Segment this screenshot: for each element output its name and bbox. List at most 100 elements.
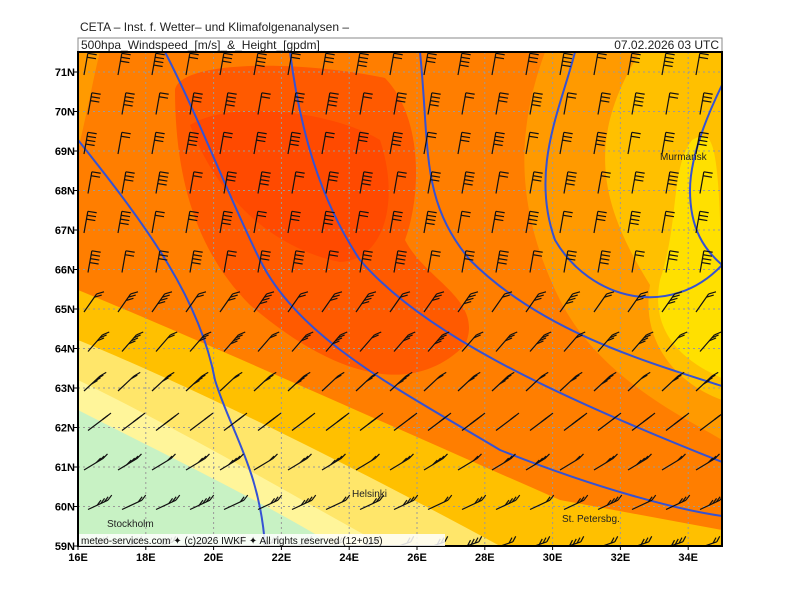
wind-barb <box>151 131 165 155</box>
wind-barb <box>529 171 543 194</box>
barb-feather <box>335 337 343 342</box>
barb-feather <box>427 131 437 135</box>
barb-feather <box>269 334 277 339</box>
barb-feather <box>154 139 164 143</box>
barb-feather <box>191 261 201 265</box>
wind-barb <box>393 331 416 352</box>
barb-feather <box>575 455 581 462</box>
wind-barb <box>695 210 709 234</box>
barb-feather <box>643 455 649 462</box>
barb-feather <box>128 294 136 298</box>
wind-barb <box>185 210 199 234</box>
barb-feather <box>465 92 475 95</box>
wind-barb <box>287 453 312 471</box>
barb-feather <box>631 210 641 214</box>
wind-barb <box>155 494 181 511</box>
barb-feather <box>468 294 476 298</box>
barb-feather <box>361 300 370 305</box>
barb-feather <box>665 131 675 135</box>
barb-feather <box>129 457 136 464</box>
barb-feather <box>397 254 407 257</box>
barb-feather <box>188 218 198 222</box>
barb-feather <box>636 459 642 466</box>
barb-feather <box>629 222 639 226</box>
barb-feather <box>126 459 132 466</box>
barb-feather <box>393 214 403 218</box>
barb-feather <box>141 494 147 501</box>
barb-feather <box>673 419 680 425</box>
barb-feather <box>230 294 238 298</box>
barb-feather <box>669 297 678 302</box>
wind-barb <box>321 131 335 155</box>
barb-feather <box>199 337 207 342</box>
barb-feather <box>201 371 209 377</box>
wind-barb <box>495 250 509 273</box>
barb-feather <box>641 337 649 342</box>
barb-feather <box>325 214 335 218</box>
barb-feather <box>363 92 373 95</box>
barb-feather <box>569 539 574 546</box>
barb-feather <box>467 377 475 382</box>
wind-barb <box>491 291 513 313</box>
height-contour <box>78 139 266 546</box>
barb-feather <box>541 334 549 339</box>
barb-feather <box>371 334 379 339</box>
wind-barb <box>457 131 471 155</box>
barb-feather <box>425 222 435 226</box>
barb-feather <box>124 100 134 103</box>
barb-feather <box>371 371 379 377</box>
wind-barb <box>257 412 282 431</box>
wind-barb <box>121 494 147 511</box>
barb-feather <box>510 453 516 460</box>
barb-feather <box>648 536 653 543</box>
barb-feather <box>461 56 471 60</box>
barb-feather <box>392 139 402 143</box>
wind-barb <box>151 371 175 392</box>
barb-feather <box>397 175 407 178</box>
barb-feather <box>361 182 371 186</box>
barb-feather <box>93 377 101 382</box>
barb-feather <box>507 334 515 339</box>
barb-feather <box>473 455 479 462</box>
barb-feather <box>668 179 678 182</box>
barb-feather <box>541 371 549 377</box>
barb-feather <box>332 340 340 345</box>
wind-barb <box>423 131 437 155</box>
barb-feather <box>501 377 509 382</box>
wind-barb <box>423 210 437 234</box>
barb-feather <box>85 143 95 147</box>
barb-feather <box>119 222 129 226</box>
barb-feather <box>163 419 170 425</box>
wind-barb <box>661 52 675 76</box>
barb-feather <box>707 457 714 464</box>
barb-feather <box>333 457 340 464</box>
barb-feather <box>300 291 309 295</box>
barb-feather <box>563 214 573 218</box>
barb-feather <box>565 300 574 305</box>
barb-feather <box>261 250 271 253</box>
wind-barb <box>525 371 549 392</box>
wind-barb <box>321 210 335 234</box>
barb-feather <box>443 496 449 503</box>
wind-barb <box>359 171 373 194</box>
band <box>658 136 722 378</box>
wind-barb <box>321 52 335 76</box>
barb-feather <box>426 60 436 64</box>
wind-barb <box>525 52 539 76</box>
barb-feather <box>291 131 301 135</box>
barb-feather <box>327 103 337 107</box>
barb-feather <box>605 457 612 464</box>
barb-feather <box>463 300 472 305</box>
barb-feather <box>121 131 131 135</box>
barb-feather <box>510 414 517 421</box>
barb-feather <box>257 52 267 56</box>
barb-feather <box>533 175 543 178</box>
barb-feather <box>189 52 199 56</box>
barb-feather <box>228 459 234 466</box>
wind-barb <box>325 412 350 431</box>
barb-feather <box>665 56 675 60</box>
barb-feather <box>269 455 275 462</box>
barb-feather <box>697 143 707 147</box>
